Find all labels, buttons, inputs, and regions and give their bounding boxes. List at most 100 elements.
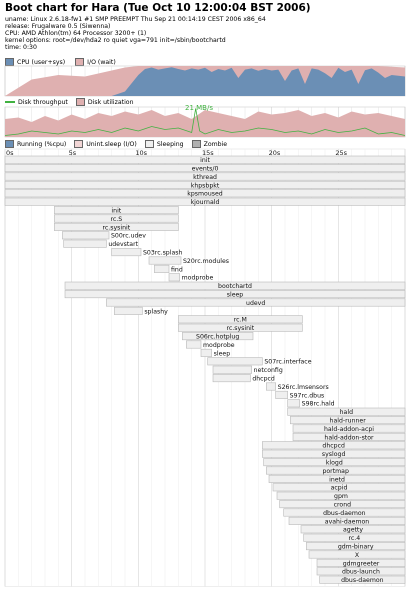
unint-sleep-swatch bbox=[74, 140, 84, 148]
process-label: S03rc.splash bbox=[143, 250, 182, 257]
process-bar bbox=[292, 432, 406, 441]
process-label: dbus-daemon bbox=[323, 510, 366, 517]
iowait-swatch bbox=[75, 58, 85, 66]
process-label: hald bbox=[340, 409, 353, 416]
process-label: rc.M bbox=[234, 317, 247, 324]
process-bar bbox=[212, 365, 252, 374]
process-bar bbox=[316, 558, 406, 567]
process-label: gdm-binary bbox=[338, 544, 374, 551]
process-bar bbox=[268, 474, 406, 483]
process-bar bbox=[111, 248, 142, 257]
time-tick-label: 5s bbox=[69, 149, 77, 157]
process-bar bbox=[178, 315, 303, 324]
process-label: init bbox=[111, 208, 121, 215]
process-bar bbox=[290, 416, 406, 425]
process-bar bbox=[114, 306, 143, 315]
process-label: crond bbox=[334, 502, 352, 509]
process-bar bbox=[178, 323, 303, 332]
utilization-swatch bbox=[75, 98, 85, 106]
process-bar bbox=[54, 222, 179, 231]
process-label: rc.S bbox=[110, 216, 122, 223]
process-bar bbox=[4, 164, 406, 173]
process-label: sleep bbox=[227, 292, 244, 299]
process-bar bbox=[266, 382, 276, 391]
zombie-legend-label: Zombie bbox=[203, 140, 228, 148]
process-label: udevd bbox=[246, 300, 265, 307]
cpu-swatch bbox=[5, 58, 14, 66]
process-bar bbox=[182, 332, 254, 341]
process-label: hald-addon-stor bbox=[324, 434, 374, 441]
process-bar bbox=[319, 575, 406, 584]
time-tick-label: 20s bbox=[269, 149, 281, 157]
process-bar bbox=[54, 214, 179, 223]
throughput-legend-label: Disk throughput bbox=[18, 98, 68, 106]
process-bar bbox=[62, 231, 110, 240]
process-bar bbox=[4, 189, 406, 198]
process-label: gdmgreeter bbox=[343, 560, 380, 567]
process-label: avahi-daemon bbox=[325, 518, 369, 525]
process-bar bbox=[64, 290, 406, 299]
process-bar bbox=[306, 542, 406, 551]
chart-title: Boot chart for Hara (Tue Oct 10 12:00:04… bbox=[5, 2, 311, 14]
process-bar bbox=[154, 264, 170, 273]
process-bar bbox=[263, 458, 406, 467]
process-bar bbox=[303, 533, 406, 542]
process-label: hald-runner bbox=[330, 418, 367, 425]
process-label: S06rc.hotplug bbox=[196, 334, 239, 341]
time-tick-label: 25s bbox=[335, 149, 347, 157]
throughput-peak-label: 21 MB/s bbox=[185, 104, 213, 112]
cpu-area bbox=[5, 67, 405, 96]
process-label: sleep bbox=[214, 350, 231, 357]
process-bar bbox=[262, 441, 406, 450]
sleeping-legend-label: Sleeping bbox=[156, 140, 184, 148]
process-label: S07rc.interface bbox=[264, 359, 311, 366]
disk-throughput-line bbox=[4, 108, 406, 136]
process-label: rc.sysinit bbox=[102, 224, 130, 231]
running-legend-label: Running (%cpu) bbox=[17, 140, 67, 148]
process-label: events/0 bbox=[192, 166, 219, 173]
process-bar bbox=[288, 516, 406, 525]
process-label: rc.4 bbox=[348, 535, 360, 542]
process-bar bbox=[287, 399, 300, 408]
disk-legend: Disk throughput Disk utilization bbox=[5, 98, 134, 106]
process-bar bbox=[148, 256, 182, 265]
process-label: syslogd bbox=[322, 451, 346, 458]
zombie-swatch bbox=[191, 140, 201, 148]
time-tick-label: 10s bbox=[135, 149, 147, 157]
time-tick-label: 15s bbox=[202, 149, 214, 157]
process-bar bbox=[207, 357, 263, 366]
time-line: time: 0:30 bbox=[5, 44, 37, 51]
process-label: agetty bbox=[343, 527, 363, 534]
process-label: acpid bbox=[331, 485, 348, 492]
cpu-legend: CPU (user+sys) I/O (wait) bbox=[5, 58, 116, 66]
cpu-legend-label: CPU (user+sys) bbox=[17, 58, 66, 66]
process-label: inetd bbox=[329, 476, 345, 483]
process-label: gpm bbox=[334, 493, 348, 500]
process-label: hald-addon-acpi bbox=[324, 426, 374, 433]
process-bar bbox=[266, 466, 406, 475]
release-line: release: Frugalware 0.5 (Siwenna) bbox=[5, 23, 111, 30]
kernel-line: kernel options: root=/dev/hda2 ro quiet … bbox=[5, 37, 226, 44]
process-label: rc.sysinit bbox=[226, 325, 254, 332]
process-bar bbox=[275, 390, 288, 399]
throughput-swatch bbox=[5, 101, 15, 103]
process-bar bbox=[262, 449, 406, 458]
process-label: dbus-launch bbox=[342, 569, 380, 576]
process-bar bbox=[200, 348, 212, 357]
process-legend: Running (%cpu) Unint.sleep (I/O) Sleepin… bbox=[5, 140, 227, 148]
process-bar bbox=[4, 172, 406, 181]
running-swatch bbox=[5, 140, 14, 148]
iowait-legend-label: I/O (wait) bbox=[87, 58, 116, 66]
process-label: klogd bbox=[326, 460, 343, 467]
process-bar bbox=[4, 197, 406, 206]
process-label: S97rc.dbus bbox=[290, 392, 325, 399]
process-label: dhcpcd bbox=[322, 443, 345, 450]
process-bar bbox=[64, 281, 406, 290]
process-label: S00rc.udev bbox=[111, 233, 146, 240]
uname-line: uname: Linux 2.6.18-fw1 #1 SMP PREEMPT T… bbox=[5, 16, 266, 23]
process-label: netconfig bbox=[254, 367, 283, 374]
process-label: splashy bbox=[144, 308, 168, 315]
process-label: S20rc.modules bbox=[183, 258, 229, 265]
process-label: kpsmoused bbox=[187, 191, 222, 198]
